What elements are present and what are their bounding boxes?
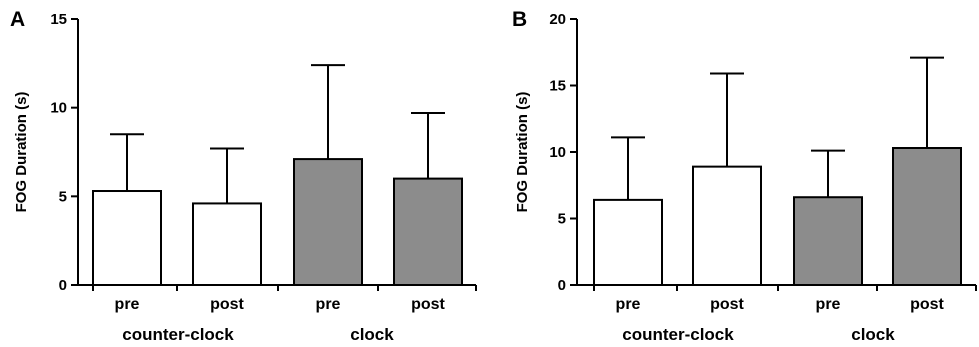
bar-0 — [593, 198, 663, 287]
x-tick-label: post — [210, 296, 244, 313]
x-tick-label: pre — [115, 296, 140, 313]
bar-2 — [793, 196, 863, 286]
group-label: counter-clock — [622, 325, 734, 344]
y-tick-label: 10 — [549, 144, 566, 161]
x-tick-label: pre — [616, 296, 641, 313]
y-tick-label: 15 — [549, 78, 566, 95]
group-label: counter-clock — [122, 325, 234, 344]
y-axis-label: FOG Duration (s) — [13, 92, 30, 213]
y-tick-label: 10 — [50, 100, 67, 117]
bar-1 — [192, 202, 262, 286]
bar-3 — [892, 147, 962, 286]
bar-1 — [692, 165, 762, 287]
x-tick-label: pre — [816, 296, 841, 313]
y-tick-label: 15 — [50, 11, 67, 28]
bar-3 — [393, 177, 463, 287]
y-axis-label: FOG Duration (s) — [514, 92, 531, 213]
group-label: clock — [851, 325, 895, 344]
x-tick-label: post — [910, 296, 944, 313]
panel-letter: A — [10, 8, 25, 31]
group-label: clock — [350, 325, 394, 344]
y-tick-label: 5 — [59, 188, 67, 205]
bar-2 — [293, 158, 363, 287]
y-tick-label: 0 — [59, 277, 67, 294]
panel-letter: B — [512, 8, 527, 31]
x-tick-label: post — [710, 296, 744, 313]
bar-0 — [92, 190, 162, 286]
y-tick-label: 20 — [549, 11, 566, 28]
y-tick-label: 5 — [558, 211, 566, 228]
x-tick-label: pre — [316, 296, 341, 313]
x-tick-label: post — [411, 296, 445, 313]
y-tick-label: 0 — [558, 277, 566, 294]
